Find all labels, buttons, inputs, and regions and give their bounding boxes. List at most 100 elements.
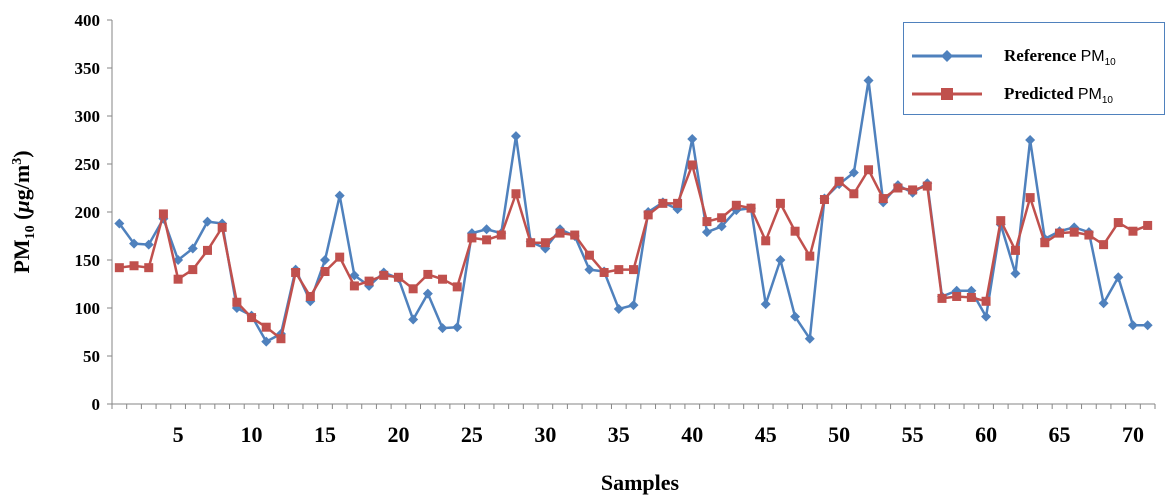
legend-entry-reference: Reference PM10 <box>904 41 1166 71</box>
data-point-reference <box>187 243 198 254</box>
series-line-predicted <box>119 163 1149 340</box>
data-point-reference <box>584 264 595 275</box>
data-point-predicted <box>629 265 638 275</box>
data-point-predicted <box>1055 228 1065 238</box>
y-axis-title-unit: g/m <box>9 165 34 200</box>
data-point-reference <box>701 227 712 238</box>
y-tick-label: 250 <box>75 155 101 174</box>
x-tick-label: 15 <box>314 422 336 447</box>
data-point-predicted <box>379 270 389 280</box>
data-point-predicted <box>878 194 888 204</box>
data-point-predicted <box>952 291 962 301</box>
data-point-predicted <box>408 284 418 294</box>
y-tick-label: 350 <box>75 59 101 78</box>
data-point-predicted <box>261 322 271 332</box>
x-tick-label: 20 <box>387 422 409 447</box>
data-point-predicted <box>173 274 183 284</box>
data-point-predicted <box>129 261 139 271</box>
data-point-predicted <box>114 263 124 273</box>
data-point-reference <box>114 218 125 229</box>
data-point-predicted <box>438 274 448 284</box>
data-point-reference <box>1025 135 1036 145</box>
x-tick-label: 45 <box>755 422 777 447</box>
data-point-reference <box>510 131 521 142</box>
data-point-predicted <box>482 235 492 245</box>
data-point-predicted <box>717 213 727 223</box>
y-tick-label: 50 <box>83 347 100 366</box>
data-point-predicted <box>1025 193 1035 203</box>
data-point-reference <box>687 134 698 145</box>
data-point-predicted <box>731 200 741 210</box>
data-point-reference <box>716 221 727 232</box>
legend-label-predicted: Predicted PM10 <box>1004 84 1113 107</box>
data-point-predicted <box>158 209 168 219</box>
x-tick-label: 55 <box>902 422 924 447</box>
data-point-reference <box>1127 320 1138 331</box>
data-point-predicted <box>1099 240 1109 250</box>
data-point-predicted <box>276 334 286 344</box>
data-point-predicted <box>452 282 462 292</box>
data-point-predicted <box>981 296 991 306</box>
x-tick-label: 60 <box>975 422 997 447</box>
data-point-predicted <box>1143 220 1153 230</box>
data-point-predicted <box>864 165 874 175</box>
y-tick-label: 400 <box>75 11 101 30</box>
y-tick-label: 0 <box>92 395 101 414</box>
y-tick-label: 150 <box>75 251 101 270</box>
x-tick-label: 50 <box>828 422 850 447</box>
data-point-predicted <box>291 267 301 277</box>
data-point-predicted <box>335 252 345 262</box>
x-tick-label: 10 <box>241 422 263 447</box>
data-point-predicted <box>584 250 594 260</box>
data-point-predicted <box>1128 226 1138 236</box>
data-point-predicted <box>364 276 374 286</box>
legend: Reference PM10 Predicted PM10 <box>903 22 1165 115</box>
data-point-predicted <box>761 236 771 246</box>
data-point-reference <box>202 216 213 227</box>
data-point-predicted <box>570 230 580 240</box>
data-point-predicted <box>188 265 198 275</box>
data-point-predicted <box>673 198 683 208</box>
data-point-predicted <box>496 230 506 240</box>
y-axis-title-mu: μ <box>9 200 34 213</box>
data-point-predicted <box>614 265 624 275</box>
data-point-predicted <box>687 160 697 170</box>
x-tick-label: 5 <box>173 422 184 447</box>
data-point-predicted <box>1040 238 1050 248</box>
data-point-predicted <box>467 233 477 243</box>
x-tick-label: 35 <box>608 422 630 447</box>
data-point-reference <box>1142 320 1153 331</box>
data-point-predicted <box>217 222 227 232</box>
data-point-predicted <box>526 238 536 248</box>
data-point-predicted <box>702 217 712 227</box>
data-point-predicted <box>937 293 947 303</box>
data-point-predicted <box>423 269 433 279</box>
data-point-reference <box>1010 268 1021 279</box>
data-point-reference <box>422 288 433 299</box>
data-point-predicted <box>144 263 154 273</box>
data-point-reference <box>804 333 815 344</box>
data-point-reference <box>1098 298 1109 309</box>
legend-entry-predicted: Predicted PM10 <box>904 79 1166 109</box>
data-point-predicted <box>305 291 315 301</box>
data-point-predicted <box>555 228 565 238</box>
data-point-reference <box>613 303 624 314</box>
data-point-predicted <box>805 251 815 261</box>
data-point-predicted <box>849 189 859 199</box>
y-tick-label: 300 <box>75 107 101 126</box>
x-axis-ticks: 5 10 15 20 25 30 35 40 45 50 55 60 65 70 <box>111 404 1156 447</box>
data-point-predicted <box>349 281 359 291</box>
data-point-predicted <box>966 292 976 302</box>
x-tick-label: 65 <box>1049 422 1071 447</box>
data-point-predicted <box>996 216 1006 226</box>
series-reference <box>114 75 1153 347</box>
data-point-reference <box>981 311 992 322</box>
x-tick-label: 70 <box>1122 422 1144 447</box>
data-point-predicted <box>232 297 242 307</box>
data-point-predicted <box>540 238 550 248</box>
y-axis-title-open: ( <box>9 213 34 226</box>
y-tick-label: 100 <box>75 299 101 318</box>
data-point-reference <box>775 255 786 265</box>
x-tick-label: 25 <box>461 422 483 447</box>
data-point-predicted <box>790 226 800 236</box>
